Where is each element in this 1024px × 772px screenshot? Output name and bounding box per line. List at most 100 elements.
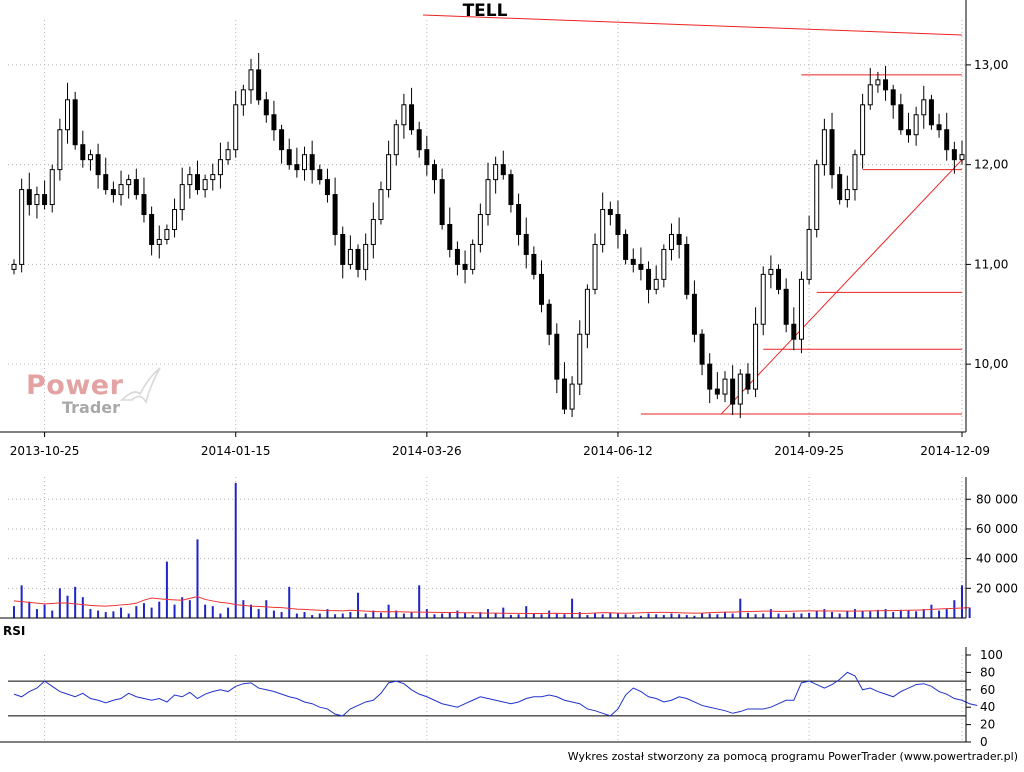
- candle-body: [439, 179, 445, 226]
- candle-body: [194, 174, 200, 191]
- price-tick-label: 12,00: [974, 158, 1008, 172]
- candle-body: [500, 164, 506, 176]
- volume-tick-label: 40 000: [976, 552, 1018, 566]
- candle-body: [49, 169, 55, 206]
- candle-body: [630, 258, 636, 265]
- rsi-tick-label: 60: [980, 683, 995, 697]
- candle-body: [898, 104, 904, 131]
- candle-body: [95, 154, 101, 176]
- candle-body: [584, 288, 590, 335]
- rsi-label: RSI: [3, 624, 26, 638]
- candle-body: [317, 169, 323, 181]
- candle-body: [126, 179, 132, 186]
- candle-body: [600, 209, 606, 245]
- candle-body: [531, 253, 537, 275]
- candle-body: [852, 154, 858, 191]
- candle-body: [302, 154, 308, 171]
- candle-body: [875, 79, 881, 86]
- candle-body: [592, 243, 598, 290]
- volume-tick-label: 20 000: [976, 581, 1018, 595]
- candle-body: [860, 104, 866, 156]
- candle-body: [19, 189, 25, 265]
- candle-body: [837, 174, 843, 201]
- candle-body: [684, 243, 690, 295]
- candle-body: [791, 323, 797, 340]
- candle-body: [707, 363, 713, 390]
- candle-body: [424, 149, 430, 166]
- candle-body: [653, 278, 659, 290]
- price-grid: [8, 20, 966, 432]
- candle-body: [409, 104, 415, 131]
- candle-body: [623, 233, 629, 260]
- candle-body: [569, 383, 575, 410]
- candle-body: [34, 194, 40, 206]
- candle-body: [936, 124, 942, 131]
- candle-body: [699, 333, 705, 365]
- candle-body: [202, 179, 208, 191]
- candle-body: [470, 243, 476, 270]
- candle-body: [72, 99, 78, 146]
- candle-body: [661, 248, 667, 280]
- rsi-tick-label: 0: [980, 735, 988, 749]
- candle-body: [42, 194, 48, 206]
- candle-body: [516, 204, 522, 235]
- candle-body: [393, 124, 399, 156]
- candle-body: [118, 184, 124, 196]
- candle-body: [309, 154, 315, 171]
- logo-word-trader: Trader: [62, 398, 121, 417]
- candle-body: [57, 129, 63, 171]
- candle-body: [378, 189, 384, 221]
- candle-body: [714, 388, 720, 395]
- candle-body: [233, 104, 239, 151]
- candle-body: [607, 209, 613, 216]
- rsi-tick-label: 80: [980, 665, 995, 679]
- candle-body: [210, 174, 216, 181]
- candle-body: [386, 154, 392, 191]
- candle-body: [615, 214, 621, 235]
- candle-body: [103, 174, 109, 191]
- candle-body: [65, 99, 71, 131]
- candle-body: [821, 129, 827, 166]
- candle-body: [454, 248, 460, 265]
- candle-body: [363, 243, 369, 270]
- volume-tick-label: 80 000: [976, 492, 1018, 506]
- rsi-line: [13, 671, 978, 717]
- candle-body: [944, 129, 950, 151]
- candle-body: [324, 179, 330, 196]
- candle-body: [905, 129, 911, 136]
- candlesticks: [11, 52, 965, 419]
- candle-body: [668, 233, 674, 250]
- candle-body: [164, 228, 170, 240]
- candle-body: [539, 273, 545, 305]
- candle-body: [187, 174, 193, 186]
- rsi-tick-label: 20: [980, 718, 995, 732]
- rsi-tick-label: 40: [980, 700, 995, 714]
- candle-body: [798, 278, 804, 340]
- candle-body: [676, 233, 682, 245]
- trendline: [422, 14, 963, 36]
- logo-swoosh-icon: [120, 367, 161, 405]
- candle-body: [493, 164, 499, 181]
- trendline: [720, 159, 963, 415]
- candle-body: [248, 69, 254, 91]
- candle-body: [340, 233, 346, 265]
- candle-body: [867, 84, 873, 106]
- candle-body: [546, 303, 552, 335]
- candle-body: [355, 248, 361, 270]
- candle-body: [753, 323, 759, 390]
- candle-body: [806, 228, 812, 280]
- candle-body: [294, 164, 300, 171]
- candle-body: [286, 149, 292, 166]
- date-tick-label: 2014-01-15: [201, 444, 271, 458]
- rsi-tick-label: 100: [980, 648, 1003, 662]
- price-tick-label: 13,00: [974, 58, 1008, 72]
- candle-body: [691, 293, 697, 335]
- candle-body: [179, 184, 185, 211]
- candle-body: [477, 214, 483, 245]
- candle-body: [638, 263, 644, 270]
- candle-body: [829, 129, 835, 176]
- candle-body: [172, 209, 178, 230]
- candle-body: [745, 373, 751, 390]
- candle-body: [913, 114, 919, 136]
